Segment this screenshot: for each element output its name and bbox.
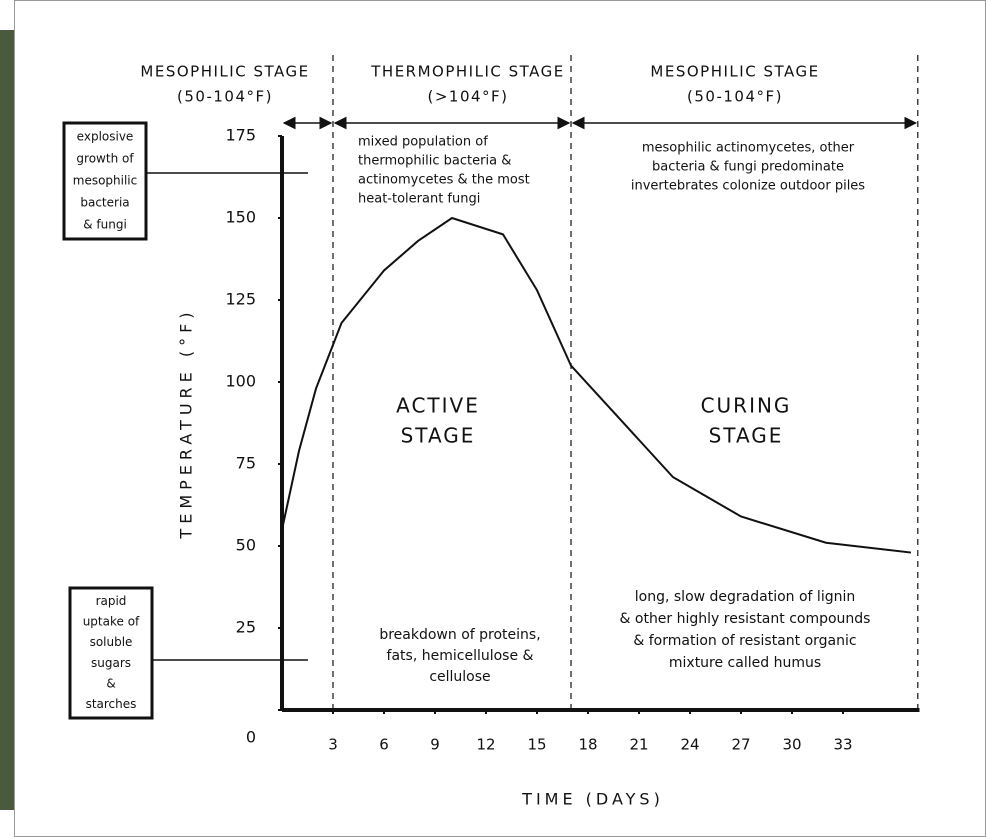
annotation: mixed population of [358, 135, 488, 150]
annotation: fats, hemicellulose & [387, 648, 534, 664]
annotation: thermophilic bacteria & [358, 154, 511, 169]
stage-name: THERMOPHILIC STAGE [370, 63, 564, 81]
photo-strip [0, 30, 14, 810]
annotation: actinomycetes & the most [358, 173, 530, 188]
x-tick-label: 15 [527, 736, 546, 754]
annotation: STAGE [401, 424, 476, 448]
annotation: & formation of resistant organic [633, 633, 856, 649]
x-axis-label: TIME (DAYS) [521, 790, 664, 809]
y-tick-label: 175 [225, 126, 256, 145]
stage-range: (>104°F) [427, 88, 508, 106]
side-note: explosive [77, 130, 134, 144]
x-tick-label: 21 [629, 736, 648, 754]
annotation: CURING [701, 394, 792, 418]
y-tick-label: 75 [236, 454, 256, 473]
y-axis-label: TEMPERATURE (°F) [177, 307, 196, 539]
stage-range: (50-104°F) [687, 88, 783, 106]
page: TEMPERATURE (°F) TIME (DAYS) 0 25 50 75 100 1… [0, 0, 986, 837]
stage-range: (50-104°F) [177, 88, 273, 106]
annotation: ACTIVE [396, 394, 480, 418]
side-note: starches [86, 697, 137, 711]
side-note: & fungi [83, 217, 127, 231]
annotation: heat-tolerant fungi [358, 192, 480, 207]
side-note: uptake of [83, 615, 140, 629]
annotation: mixture called humus [669, 655, 821, 671]
side-note: rapid [96, 594, 127, 608]
side-note: sugars [91, 656, 131, 670]
x-tick-label: 18 [578, 736, 597, 754]
x-tick-label: 6 [379, 736, 389, 754]
x-tick-label: 27 [731, 736, 750, 754]
y-tick-label: 125 [225, 290, 256, 309]
side-note: & [106, 676, 115, 690]
y-tick-label: 100 [225, 372, 256, 391]
chart: TEMPERATURE (°F) TIME (DAYS) 0 25 50 75 100 1… [0, 0, 986, 837]
annotation: invertebrates colonize outdoor piles [631, 179, 865, 194]
annotation: mesophilic actinomycetes, other [642, 141, 855, 156]
y-tick-label: 150 [225, 208, 256, 227]
stage-name: MESOPHILIC STAGE [650, 63, 819, 81]
x-tick-label: 24 [680, 736, 699, 754]
annotation: long, slow degradation of lignin [635, 589, 855, 605]
x-tick-label: 30 [782, 736, 801, 754]
y-tick-label: 25 [236, 618, 256, 637]
annotation: breakdown of proteins, [379, 627, 540, 643]
x-tick-label: 3 [328, 736, 338, 754]
annotation: bacteria & fungi predominate [652, 160, 844, 175]
y-tick-label: 0 [246, 728, 256, 747]
x-tick-label: 33 [833, 736, 852, 754]
annotation: cellulose [429, 669, 490, 685]
side-note: bacteria [80, 195, 129, 209]
stage-name: MESOPHILIC STAGE [140, 63, 309, 81]
x-tick-label: 12 [476, 736, 495, 754]
annotation: STAGE [709, 424, 784, 448]
side-note: growth of [76, 152, 134, 166]
side-note: soluble [90, 635, 133, 649]
side-note: mesophilic [73, 174, 138, 188]
y-tick-label: 50 [236, 536, 256, 555]
x-tick-label: 9 [430, 736, 440, 754]
annotation: & other highly resistant compounds [620, 611, 871, 627]
